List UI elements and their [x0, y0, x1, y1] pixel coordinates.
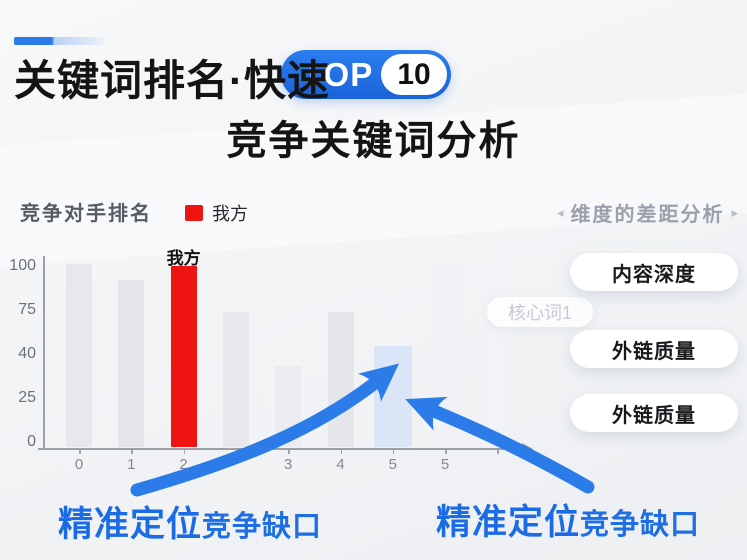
- callout-right: 精准定位竞争缺口: [436, 494, 700, 545]
- dimension-button-backlink-quality-2[interactable]: 外链质量: [570, 394, 738, 432]
- callout-left-strong: 精准定位: [58, 505, 203, 544]
- dimension-button-content-depth[interactable]: 内容深度: [570, 253, 738, 291]
- legend-swatch-red: [185, 205, 203, 221]
- callout-right-strong: 精准定位: [436, 503, 581, 542]
- dimension-button-backlink-quality-1[interactable]: 外链质量: [570, 330, 738, 368]
- accent-bar: [14, 37, 104, 45]
- y-axis-labels: 100 75 40 25 0: [2, 255, 36, 455]
- x-tick-label: 4: [336, 456, 345, 473]
- callout-right-rest: 竞争缺口: [580, 509, 701, 541]
- side-heading-text: 维度的差距分析: [570, 204, 725, 226]
- chart-legend: 我方: [185, 200, 248, 226]
- x-axis-ticks: [43, 450, 528, 455]
- bar: [66, 264, 92, 447]
- faded-keyword-tag: 核心词1: [487, 297, 593, 327]
- bar: [275, 366, 302, 447]
- chart-title: 竞争对手排名: [20, 203, 152, 225]
- our-bar-label: 我方: [166, 249, 201, 268]
- legend-label: 我方: [212, 204, 248, 224]
- x-tick-label: 1: [127, 456, 136, 473]
- y-tick-label: 75: [18, 301, 36, 318]
- y-tick-label: 100: [9, 257, 36, 274]
- x-tick-label: 0: [74, 456, 84, 473]
- page-title: 关键词排名·快速: [14, 57, 330, 104]
- page-subtitle: 竞争关键词分析: [226, 119, 521, 163]
- bar-our-rank: [170, 266, 197, 447]
- y-tick-label: 25: [18, 389, 36, 406]
- x-axis-labels: 0 1 2 3 4 5 5: [43, 456, 528, 474]
- side-panel-heading: ◂ 维度的差距分析 ▸: [548, 198, 747, 227]
- bar: [327, 312, 354, 447]
- x-tick-label: 2: [179, 456, 188, 473]
- callout-left: 精准定位竞争缺口: [58, 496, 322, 547]
- bar: [432, 264, 459, 447]
- bar: [373, 346, 412, 447]
- y-axis-line: [43, 256, 45, 450]
- plot-area: [43, 255, 528, 448]
- y-tick-label: 40: [18, 345, 36, 362]
- callout-left-rest: 竞争缺口: [202, 511, 323, 543]
- chevron-right-icon[interactable]: ▸: [731, 204, 739, 220]
- top10-badge: TOP 10: [281, 50, 451, 99]
- bar: [484, 268, 511, 447]
- bar: [118, 280, 145, 447]
- bar: [222, 312, 249, 447]
- x-tick-label: 3: [284, 456, 293, 473]
- x-tick-label: 5: [440, 456, 450, 473]
- badge-number: 10: [381, 54, 447, 95]
- badge-top-label: TOP: [303, 55, 374, 93]
- chevron-left-icon[interactable]: ◂: [556, 204, 564, 220]
- y-tick-label: 0: [27, 433, 36, 450]
- x-tick-label: 5: [388, 456, 397, 473]
